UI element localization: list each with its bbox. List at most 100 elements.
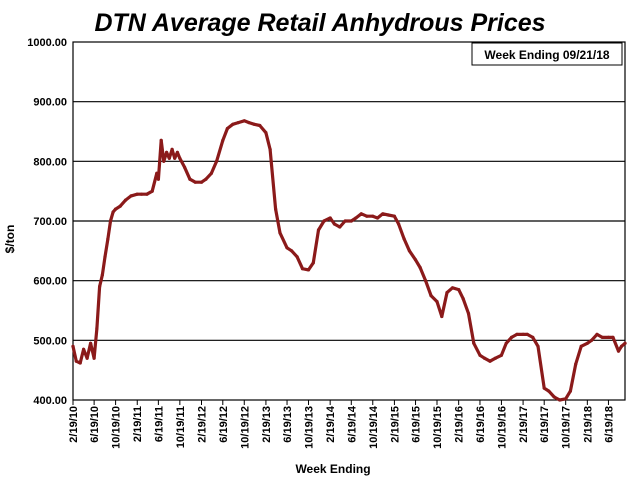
data-point xyxy=(623,341,627,345)
data-point xyxy=(139,192,144,196)
x-tick-label: 10/19/13 xyxy=(304,406,316,449)
data-point xyxy=(78,361,82,365)
x-tick-label: 10/19/17 xyxy=(561,406,573,449)
data-point xyxy=(268,147,272,151)
y-tick-label: 500.00 xyxy=(33,335,67,347)
y-tick-label: 900.00 xyxy=(33,97,67,109)
data-point xyxy=(173,156,177,160)
x-tick-label: 6/19/15 xyxy=(411,406,423,443)
data-point xyxy=(106,237,110,241)
y-tick-label: 700.00 xyxy=(33,216,67,228)
data-point xyxy=(407,249,411,253)
data-point xyxy=(242,119,246,123)
data-point xyxy=(204,177,208,181)
data-point xyxy=(221,138,225,142)
data-point xyxy=(274,207,278,211)
data-point xyxy=(100,273,104,277)
y-tick-labels: 400.00 500.00 600.00 700.00 800.00 900.00 1000… xyxy=(27,37,67,407)
x-tick-label: 2/19/16 xyxy=(454,406,466,443)
data-point xyxy=(145,192,149,196)
x-tick-label: 6/19/13 xyxy=(282,406,294,443)
data-point xyxy=(159,138,163,142)
data-point xyxy=(429,294,433,298)
data-point xyxy=(129,194,133,198)
data-point xyxy=(188,177,192,181)
data-point xyxy=(478,353,482,357)
badge-text: Week Ending 09/21/18 xyxy=(484,48,609,62)
x-tick-label: 2/19/17 xyxy=(518,406,530,443)
x-tick-label: 2/19/10 xyxy=(68,406,80,443)
y-tick-label: 600.00 xyxy=(33,276,67,288)
x-tick-label: 10/19/12 xyxy=(239,406,251,449)
data-point xyxy=(493,356,497,360)
x-tick-label: 6/19/14 xyxy=(346,405,358,443)
data-point xyxy=(338,225,342,229)
data-point xyxy=(114,207,118,211)
y-tick-label: 800.00 xyxy=(33,156,67,168)
data-point xyxy=(472,341,476,345)
data-point xyxy=(311,261,315,265)
data-point xyxy=(386,213,390,217)
legend-badge: Week Ending 09/21/18 xyxy=(471,42,623,66)
x-tick-label: 2/19/11 xyxy=(132,406,144,442)
data-point xyxy=(175,150,179,154)
data-point xyxy=(209,171,213,175)
data-point xyxy=(504,341,508,345)
data-point xyxy=(611,335,615,339)
data-point xyxy=(499,353,503,357)
data-point xyxy=(590,338,594,342)
x-tick-label: 2/19/12 xyxy=(196,406,208,443)
data-point xyxy=(616,349,621,353)
data-point xyxy=(466,311,471,316)
data-point xyxy=(461,297,465,301)
data-point xyxy=(397,222,401,226)
data-point xyxy=(418,265,422,270)
x-tick-marks xyxy=(72,400,609,405)
data-point xyxy=(199,180,204,184)
data-point xyxy=(82,347,86,351)
chart-title: DTN Average Retail Anhydrous Prices xyxy=(94,9,545,37)
plot-frame xyxy=(72,41,626,401)
data-points xyxy=(71,119,627,402)
data-point xyxy=(193,180,197,184)
data-point xyxy=(509,335,514,339)
data-point xyxy=(135,192,139,196)
data-point xyxy=(564,397,568,401)
data-point xyxy=(170,147,174,151)
x-tick-label: 6/19/11 xyxy=(153,406,165,442)
data-point xyxy=(295,255,299,259)
data-point xyxy=(332,222,336,226)
data-point xyxy=(585,341,589,345)
data-point xyxy=(167,156,171,160)
data-point xyxy=(98,285,102,289)
x-tick-label: 10/19/15 xyxy=(432,406,444,449)
data-point xyxy=(316,228,321,232)
data-point xyxy=(488,359,492,363)
data-point xyxy=(89,341,93,345)
data-point xyxy=(236,121,240,125)
data-point xyxy=(365,214,369,218)
data-point xyxy=(124,198,128,202)
data-point xyxy=(525,332,529,336)
data-point xyxy=(343,219,347,223)
data-point xyxy=(371,214,375,218)
data-point xyxy=(482,356,487,360)
data-point xyxy=(322,219,326,223)
data-point xyxy=(440,314,444,319)
data-point xyxy=(515,332,519,336)
data-point xyxy=(231,122,235,126)
data-point xyxy=(165,150,169,154)
data-point xyxy=(600,335,604,339)
x-tick-label: 10/19/14 xyxy=(368,405,380,449)
data-point xyxy=(619,344,624,348)
data-point xyxy=(402,237,406,241)
x-tick-label: 6/19/18 xyxy=(603,406,615,443)
x-tick-label: 10/19/16 xyxy=(496,406,508,449)
data-point xyxy=(285,246,289,250)
data-point xyxy=(568,389,573,393)
x-tick-label: 2/19/14 xyxy=(325,405,337,443)
data-point xyxy=(574,362,578,366)
x-tick-label: 6/19/16 xyxy=(475,406,487,443)
data-point xyxy=(579,344,583,348)
